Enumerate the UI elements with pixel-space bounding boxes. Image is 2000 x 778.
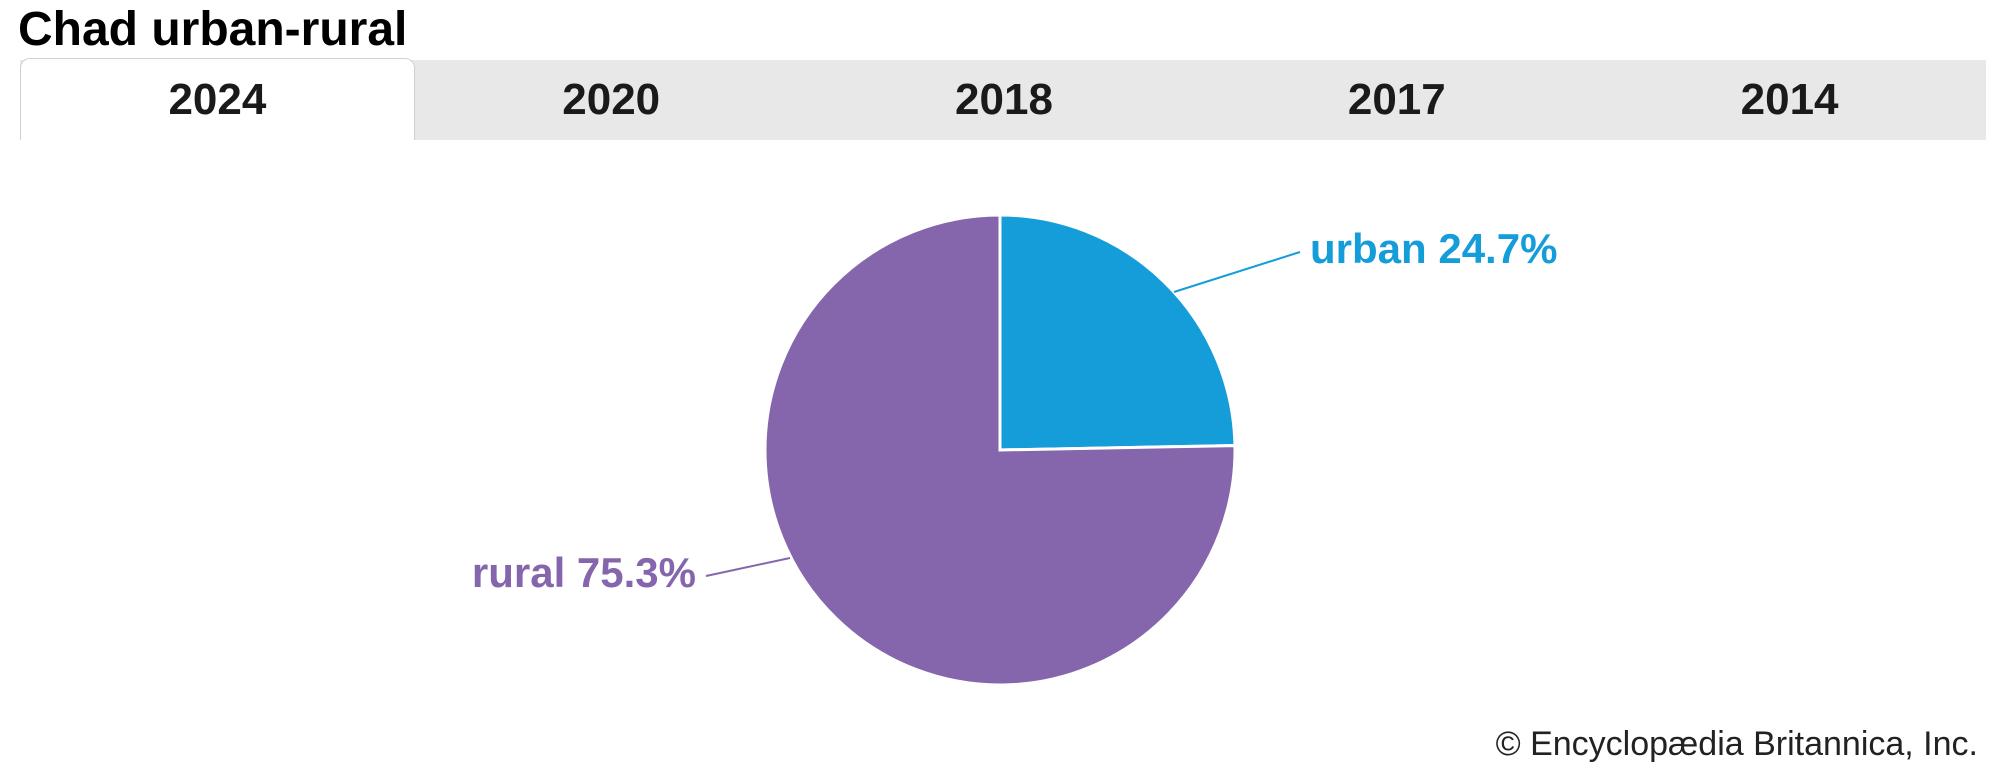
chart-container: Chad urban-rural 20242020201820172014 ur…: [0, 0, 2000, 778]
year-tabs: 20242020201820172014: [20, 60, 1986, 140]
slice-label-urban: urban 24.7%: [1310, 225, 1557, 272]
chart-title: Chad urban-rural: [18, 2, 407, 57]
pie-chart-svg: urban 24.7% rural 75.3%: [0, 180, 2000, 720]
leader-urban: [1174, 252, 1300, 292]
tab-2014[interactable]: 2014: [1593, 60, 1986, 140]
tab-2020[interactable]: 2020: [415, 60, 808, 140]
pie-chart-area: urban 24.7% rural 75.3%: [0, 180, 2000, 720]
slice-label-rural: rural 75.3%: [472, 549, 696, 596]
attribution-text: © Encyclopædia Britannica, Inc.: [1496, 725, 1978, 764]
pie-slice-urban: [1000, 215, 1235, 450]
tab-2018[interactable]: 2018: [808, 60, 1201, 140]
leader-rural: [706, 558, 790, 576]
tab-2024[interactable]: 2024: [20, 58, 415, 140]
tab-2017[interactable]: 2017: [1200, 60, 1593, 140]
